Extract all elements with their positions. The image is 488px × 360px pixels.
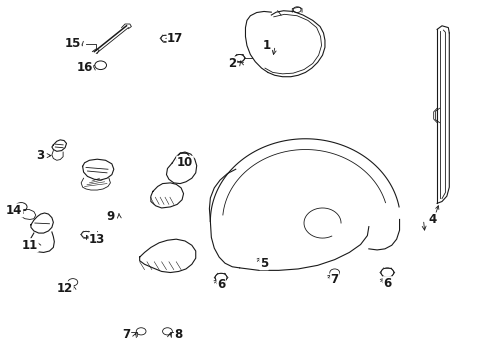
Text: 2: 2 — [228, 57, 236, 70]
Text: 1: 1 — [262, 39, 270, 52]
Text: 9: 9 — [106, 210, 114, 223]
Text: 17: 17 — [167, 32, 183, 45]
Text: 5: 5 — [259, 257, 267, 270]
Text: 6: 6 — [383, 277, 391, 290]
Text: 7: 7 — [122, 328, 130, 341]
Text: 14: 14 — [6, 204, 22, 217]
Text: 16: 16 — [76, 60, 93, 73]
Text: 10: 10 — [177, 156, 193, 169]
Text: 13: 13 — [89, 233, 105, 246]
Text: 11: 11 — [22, 239, 38, 252]
Text: 12: 12 — [57, 282, 73, 295]
Text: 6: 6 — [217, 278, 225, 291]
Text: 15: 15 — [64, 36, 81, 50]
Text: 4: 4 — [427, 213, 435, 226]
Text: 3: 3 — [37, 149, 44, 162]
Text: 8: 8 — [174, 328, 183, 341]
Text: 7: 7 — [330, 273, 338, 286]
